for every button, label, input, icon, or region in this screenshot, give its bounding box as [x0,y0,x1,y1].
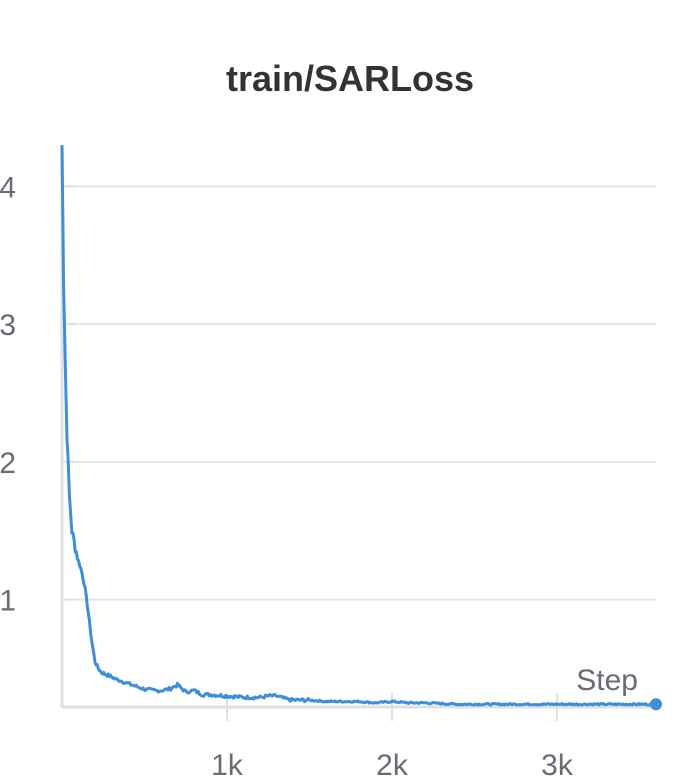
chart-title: train/SARLoss [225,58,475,99]
series-line-0 [60,145,657,707]
x-tick-label-3k: 3k [541,749,574,782]
series-endpoint-marker-0 [650,698,662,711]
y-tick-label-4: 4 [0,171,16,204]
x-tick-label-1k: 1k [211,749,244,782]
tick-labels: 1 2 3 4 1k 2k 3k [0,171,574,782]
x-axis-label: Step [576,664,638,697]
axes [60,145,656,721]
y-tick-label-1: 1 [0,585,16,618]
series-layer [60,145,662,711]
y-tick-label-3: 3 [0,309,16,342]
gridlines [62,185,656,601]
x-tick-label-2k: 2k [376,749,409,782]
y-tick-label-2: 2 [0,447,16,480]
